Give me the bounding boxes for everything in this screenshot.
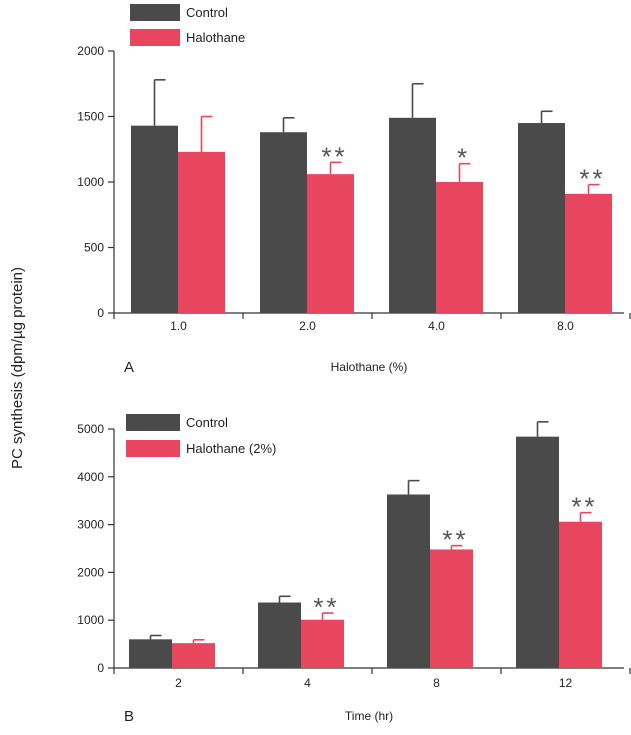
- panel-b-legend-swatch: [126, 440, 180, 457]
- panel-a-bar-control: [518, 123, 565, 313]
- panel-a-y-tick-label: 2000: [77, 44, 104, 58]
- panel-a-significance-mark: **: [579, 164, 605, 194]
- panel-b-bar-control: [516, 436, 559, 668]
- panel-b-y-tick-label: 1000: [77, 613, 104, 627]
- panel-b-y-tick-label: 5000: [77, 422, 104, 436]
- panel-b-significance-mark: **: [313, 592, 339, 622]
- panel-a-y-tick-label: 1500: [77, 110, 104, 124]
- panel-b-bar-treatment: [430, 549, 473, 668]
- panel-a-significance-mark: **: [321, 141, 347, 171]
- panel-b-x-tick-label: 2: [175, 676, 182, 690]
- panel-a-bar-treatment: [565, 193, 612, 313]
- panel-b-bar-control: [129, 639, 172, 668]
- panel-b-bar-treatment: [559, 521, 602, 668]
- panel-a-legend-swatch: [130, 29, 180, 46]
- panel-b-y-tick-label: 2000: [77, 565, 104, 579]
- panel-b-y-tick-label: 0: [97, 661, 104, 675]
- panel-a-bar-control: [389, 117, 436, 313]
- panel-b-panel-letter: B: [124, 708, 134, 725]
- panel-b-significance-mark: **: [442, 525, 468, 555]
- panel-b-x-tick-label: 12: [559, 676, 573, 690]
- panel-a-y-tick-label: 500: [84, 241, 104, 255]
- panel-a-x-axis-title: Halothane (%): [331, 360, 408, 374]
- y-axis-label: PC synthesis (dpm/µg protein): [9, 267, 26, 469]
- panel-b-bar-control: [258, 602, 301, 668]
- panel-b-chart: 0 1000 2000 3000 4000 5000 2 4 8 12 ** ** ** Control H…: [77, 414, 631, 725]
- panel-b-bar-control: [387, 494, 430, 668]
- panel-a-x-tick-label: 2.0: [299, 319, 316, 333]
- panel-b-legend-label: Halothane (2%): [186, 441, 276, 456]
- panel-a-x-tick-label: 8.0: [557, 319, 574, 333]
- panel-a-bar-treatment: [436, 182, 483, 313]
- panel-a-legend-label: Control: [186, 5, 228, 20]
- panel-b-bar-treatment: [172, 643, 215, 668]
- panel-b-x-tick-label: 4: [304, 676, 311, 690]
- panel-a-x-tick-label: 4.0: [428, 319, 445, 333]
- panel-a-y-tick-label: 1000: [77, 175, 104, 189]
- panel-a-bar-control: [131, 125, 178, 313]
- panel-b-x-tick-label: 8: [433, 676, 440, 690]
- panel-b-y-tick-label: 3000: [77, 518, 104, 532]
- panel-a-panel-letter: A: [124, 359, 134, 376]
- panel-b-x-axis-title: Time (hr): [345, 709, 393, 723]
- panel-b-legend-label: Control: [186, 415, 228, 430]
- panel-b-bar-treatment: [301, 619, 344, 668]
- panel-a-bar-treatment: [307, 174, 354, 313]
- panel-b-significance-mark: **: [571, 492, 597, 522]
- panel-a-legend-swatch: [130, 4, 180, 21]
- panel-a-y-tick-label: 0: [97, 306, 104, 320]
- panel-a-bar-control: [260, 132, 307, 313]
- panel-b-y-tick-label: 4000: [77, 470, 104, 484]
- panel-b-legend-swatch: [126, 414, 180, 431]
- panel-a-x-tick-label: 1.0: [170, 319, 187, 333]
- panel-a-significance-mark: *: [457, 143, 470, 173]
- panel-a-bar-treatment: [178, 151, 225, 313]
- panel-a-legend-label: Halothane: [186, 30, 245, 45]
